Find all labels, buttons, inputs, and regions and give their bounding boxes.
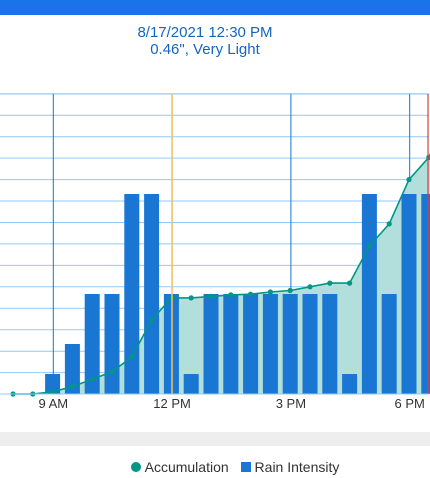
accumulation-point bbox=[287, 287, 293, 294]
rain-intensity-bar bbox=[144, 194, 160, 394]
rain-intensity-swatch-icon bbox=[240, 462, 251, 472]
rain-intensity-bar bbox=[203, 294, 219, 394]
rain-intensity-bar bbox=[361, 194, 377, 394]
x-tick-label: 6 PM bbox=[395, 396, 425, 411]
rain-intensity-bar bbox=[223, 294, 239, 394]
accumulation-swatch-icon bbox=[130, 462, 141, 472]
accumulation-point bbox=[267, 289, 273, 295]
accumulation-point bbox=[228, 292, 234, 298]
accumulation-point bbox=[386, 221, 392, 227]
legend-label-rain-intensity: Rain Intensity bbox=[254, 459, 340, 475]
accumulation-point bbox=[248, 291, 254, 297]
accumulation-point bbox=[89, 376, 95, 382]
accumulation-point bbox=[149, 317, 155, 323]
rain-intensity-bar bbox=[381, 294, 397, 394]
accumulation-point bbox=[129, 354, 135, 360]
rain-intensity-bar bbox=[282, 294, 298, 394]
x-tick-label: 3 PM bbox=[276, 396, 306, 411]
accumulation-point bbox=[406, 177, 412, 183]
rain-intensity-bar bbox=[322, 294, 338, 394]
rain-intensity-bar bbox=[183, 374, 199, 394]
rain-intensity-bar bbox=[104, 294, 120, 394]
accumulation-point bbox=[69, 384, 75, 390]
accumulation-point bbox=[50, 389, 56, 395]
top-bar bbox=[0, 0, 430, 15]
accumulation-point bbox=[327, 280, 333, 286]
accumulation-point bbox=[109, 369, 115, 375]
chart-footer-band bbox=[0, 432, 430, 446]
accumulation-point bbox=[366, 243, 372, 249]
x-tick-label: 12 PM bbox=[153, 396, 191, 411]
accumulation-point bbox=[208, 293, 214, 299]
rain-intensity-bar bbox=[243, 294, 259, 394]
rain-intensity-bar bbox=[401, 194, 417, 394]
rain-intensity-bar bbox=[45, 374, 61, 394]
rain-intensity-bar bbox=[302, 294, 318, 394]
rain-intensity-bar bbox=[84, 294, 100, 394]
rain-chart[interactable]: 9 AM 12 PM 3 PM 6 PM bbox=[0, 0, 430, 432]
legend-item-accumulation[interactable]: Accumulation bbox=[130, 459, 229, 475]
accumulation-point bbox=[188, 295, 194, 301]
chart-legend: Accumulation Rain Intensity bbox=[0, 459, 430, 475]
rain-intensity-bar bbox=[262, 294, 278, 394]
chart-header: 8/17/2021 12:30 PM 0.46", Very Light bbox=[0, 24, 410, 58]
rain-intensity-bar bbox=[124, 194, 140, 394]
accumulation-point bbox=[347, 280, 353, 286]
header-summary: 0.46", Very Light bbox=[150, 41, 260, 58]
rain-intensity-bar bbox=[342, 374, 358, 394]
rain-intensity-bar bbox=[421, 194, 430, 394]
x-tick-label: 9 AM bbox=[38, 396, 68, 411]
legend-label-accumulation: Accumulation bbox=[144, 459, 229, 475]
rain-intensity-bar bbox=[64, 344, 80, 394]
legend-item-rain-intensity[interactable]: Rain Intensity bbox=[240, 459, 340, 475]
accumulation-point bbox=[307, 284, 313, 290]
header-datetime: 8/17/2021 12:30 PM bbox=[137, 24, 273, 41]
